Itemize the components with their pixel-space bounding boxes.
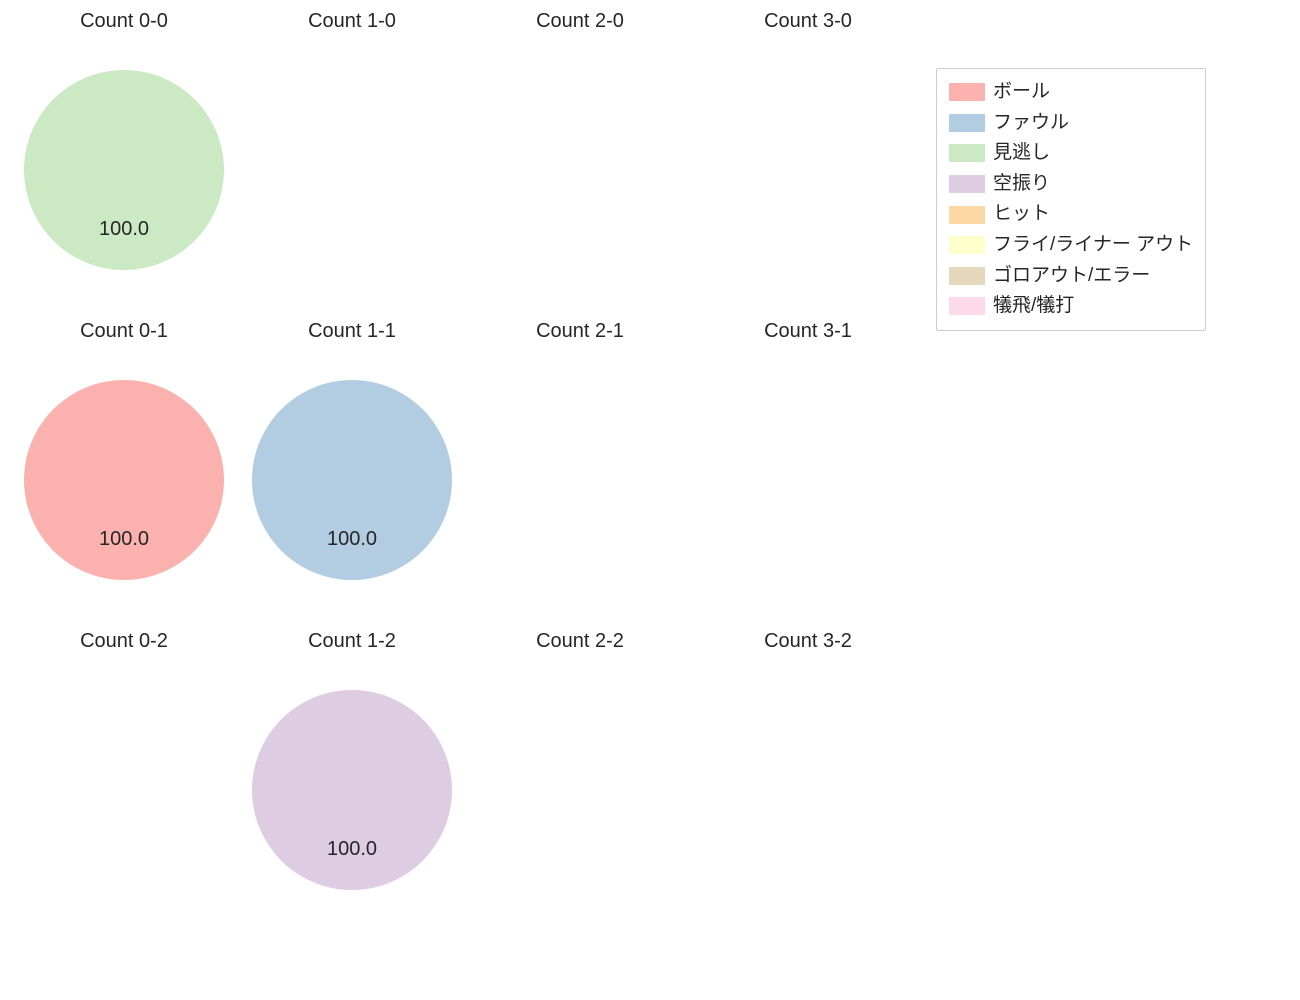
panel-count-3-0: Count 3-0 (694, 10, 922, 300)
panel-count-3-1: Count 3-1 (694, 320, 922, 610)
legend-swatch (949, 297, 985, 315)
panel-title: Count 3-0 (694, 10, 922, 33)
panel-count-2-0: Count 2-0 (466, 10, 694, 300)
panel-title: Count 3-1 (694, 320, 922, 343)
pie-value-label: 100.0 (10, 218, 238, 241)
legend-item-swinging: 空振り (949, 169, 1193, 200)
pie-value-label: 100.0 (238, 838, 466, 861)
panel-count-0-2: Count 0-2 (10, 630, 238, 920)
panel-title: Count 3-2 (694, 630, 922, 653)
panel-count-3-2: Count 3-2 (694, 630, 922, 920)
legend-item-looking: 見逃し (949, 138, 1193, 169)
panel-title: Count 0-0 (10, 10, 238, 33)
legend-label: 空振り (993, 171, 1050, 198)
legend-item-sac: 犠飛/犠打 (949, 291, 1193, 322)
panel-title: Count 1-2 (238, 630, 466, 653)
panel-title: Count 1-1 (238, 320, 466, 343)
panel-count-0-0: Count 0-0 100.0 (10, 10, 238, 300)
panel-title: Count 2-2 (466, 630, 694, 653)
panel-count-1-1: Count 1-1 100.0 (238, 320, 466, 610)
legend-swatch (949, 236, 985, 254)
legend-item-foul: ファウル (949, 108, 1193, 139)
legend-label: 見逃し (993, 140, 1050, 167)
legend-item-hit: ヒット (949, 199, 1193, 230)
panel-title: Count 2-0 (466, 10, 694, 33)
panel-title: Count 0-2 (10, 630, 238, 653)
legend-label: 犠飛/犠打 (993, 293, 1074, 320)
chart-grid: Count 0-0100.0Count 1-0Count 2-0Count 3-… (10, 10, 920, 930)
legend-swatch (949, 267, 985, 285)
legend-swatch (949, 206, 985, 224)
legend-swatch (949, 144, 985, 162)
legend-label: ヒット (993, 201, 1050, 228)
panel-count-1-2: Count 1-2 100.0 (238, 630, 466, 920)
panel-count-2-1: Count 2-1 (466, 320, 694, 610)
legend-label: ボール (993, 79, 1050, 106)
legend-label: フライ/ライナー アウト (993, 232, 1193, 259)
panel-title: Count 2-1 (466, 320, 694, 343)
panel-title: Count 0-1 (10, 320, 238, 343)
legend-item-ball: ボール (949, 77, 1193, 108)
panel-title: Count 1-0 (238, 10, 466, 33)
panel-count-0-1: Count 0-1 100.0 (10, 320, 238, 610)
pie-value-label: 100.0 (10, 528, 238, 551)
legend-swatch (949, 175, 985, 193)
legend-swatch (949, 114, 985, 132)
panel-count-1-0: Count 1-0 (238, 10, 466, 300)
pie-value-label: 100.0 (238, 528, 466, 551)
panel-count-2-2: Count 2-2 (466, 630, 694, 920)
legend-swatch (949, 83, 985, 101)
legend-item-fly_liner: フライ/ライナー アウト (949, 230, 1193, 261)
legend-item-ground_err: ゴロアウト/エラー (949, 261, 1193, 292)
legend-label: ファウル (993, 110, 1069, 137)
legend-label: ゴロアウト/エラー (993, 263, 1150, 290)
legend: ボールファウル見逃し空振りヒットフライ/ライナー アウトゴロアウト/エラー犠飛/… (936, 68, 1206, 331)
